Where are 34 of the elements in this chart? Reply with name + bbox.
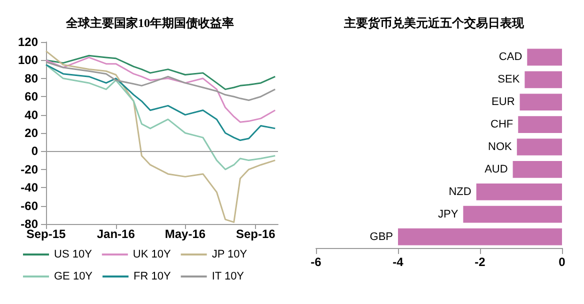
y-tick-label: -60 [20,198,38,213]
legend-label: IT 10Y [212,270,245,282]
x-tick-label: Jan-16 [96,227,136,241]
x-tick-label: -6 [310,255,322,269]
legend-label: FR 10Y [134,270,172,282]
y-tick-label: 100 [18,53,38,68]
legend-label: UK 10Y [132,248,172,260]
y-tick-label: NOK [488,141,513,153]
x-tick-label: -4 [392,255,404,269]
legend-label: GE 10Y [54,270,94,282]
y-tick-label: EUR [492,96,515,108]
x-tick-label: 0 [558,255,566,269]
y-tick-label: 80 [24,71,38,86]
chart-title: 全球主要国家10年期国债收益率 [65,16,234,30]
y-tick-label: 120 [18,35,38,49]
y-tick-label: 20 [24,126,38,140]
y-tick-label: CAD [498,51,522,64]
x-tick-label: May-16 [164,227,206,241]
y-tick-label: -40 [20,180,38,195]
y-tick-label: 60 [24,90,38,104]
x-tick-label: Sep-16 [236,227,276,241]
y-tick-label: 40 [24,108,38,122]
chart-title: 主要货币兑美元近五个交易日表现 [343,16,525,30]
y-tick-label: CHF [490,118,514,131]
y-tick-label: GBP [370,230,393,243]
legend-label: JP 10Y [212,248,248,260]
y-tick-label: SEK [498,74,520,86]
x-tick-label: -2 [474,255,486,269]
y-tick-label: 0 [31,144,38,158]
y-tick-label: AUD [484,163,508,176]
legend-label: US 10Y [54,248,93,260]
y-tick-label: JPY [438,208,459,220]
y-tick-label: -20 [20,162,38,176]
y-tick-label: NZD [448,186,472,198]
